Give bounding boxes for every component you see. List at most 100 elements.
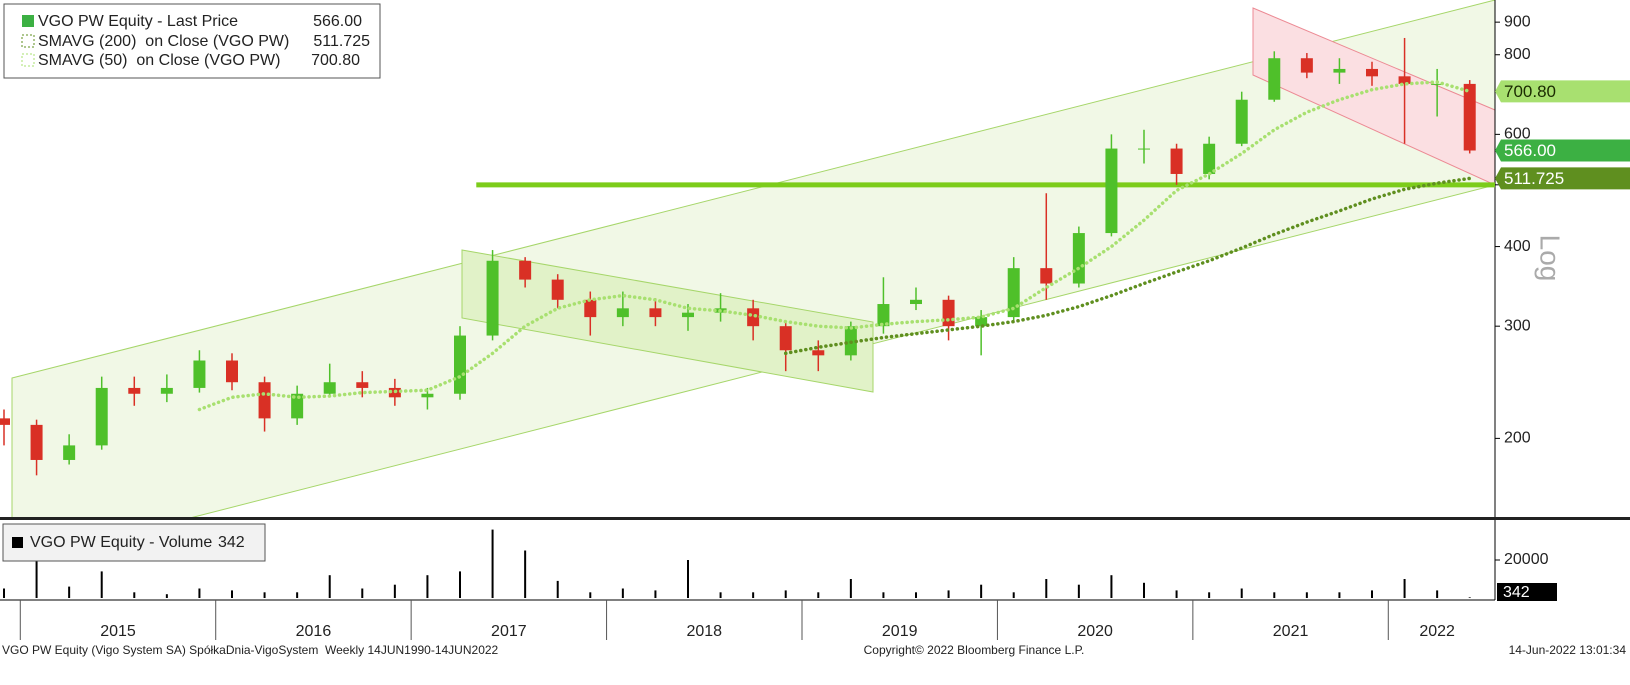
candle-body	[649, 308, 662, 318]
legend-swatch	[21, 34, 35, 48]
value-box-label: 566.00	[1504, 141, 1556, 160]
candle-body	[0, 418, 10, 425]
volume-bar	[719, 592, 722, 598]
legend-swatch	[12, 537, 23, 548]
x-tick-label: 2016	[296, 623, 332, 640]
volume-bar	[1305, 592, 1308, 598]
volume-bar	[1240, 588, 1243, 598]
volume-bar	[654, 590, 657, 598]
volume-bar	[1371, 590, 1373, 598]
legend: VGO PW Equity - Last Price 566.00 SMAVG …	[2, 3, 381, 562]
candle-body	[1203, 143, 1216, 174]
volume-bar	[459, 571, 461, 598]
candle-body	[910, 299, 922, 305]
y-tick-label: 800	[1504, 46, 1531, 63]
candle-body	[30, 424, 43, 460]
candle-body	[1463, 83, 1476, 151]
footer-text: Copyright© 2022 Bloomberg Finance L.P.	[864, 643, 1085, 657]
volume-bar	[1273, 592, 1276, 598]
x-tick-label: 2019	[882, 623, 918, 640]
volume-bar	[1338, 592, 1341, 598]
trend-channel	[461, 249, 874, 393]
candle-body	[160, 387, 173, 394]
panel-divider	[0, 517, 1630, 520]
candle-body	[226, 360, 238, 383]
volume-bar	[947, 590, 950, 598]
legend-label: SMAVG (50) on Close (VGO PW)	[38, 52, 280, 69]
candle-body	[1040, 268, 1053, 284]
volume-bar	[263, 592, 266, 598]
candle-body	[323, 382, 336, 394]
y-tick-label: 20000	[1504, 551, 1549, 568]
legend-box	[3, 3, 381, 79]
volume-bar	[1208, 592, 1211, 598]
volume-bar	[165, 594, 168, 598]
candle-body	[193, 360, 206, 388]
footer-text: 14-Jun-2022 13:01:34	[1509, 643, 1627, 657]
volume-bar	[133, 592, 136, 598]
volume-bar	[68, 586, 71, 598]
volume-bar	[621, 588, 624, 598]
candle-body	[258, 382, 271, 419]
volume-bar	[817, 592, 820, 598]
legend-swatch	[21, 53, 35, 67]
x-tick-label: 2018	[686, 623, 722, 640]
candle-body	[616, 308, 629, 318]
x-tick-label: 2017	[491, 623, 527, 640]
value-box-label: 700.80	[1504, 82, 1556, 101]
x-tick-label: 2022	[1419, 623, 1455, 640]
volume-bar	[882, 592, 885, 598]
candle-body	[356, 382, 369, 388]
candle-body	[1300, 58, 1313, 73]
legend-value: 566.00	[313, 13, 362, 30]
volume-bar	[328, 575, 331, 598]
scale-label: Log	[1535, 235, 1566, 282]
candle-body	[1235, 99, 1248, 144]
candle-body	[551, 279, 564, 300]
value-box	[1495, 139, 1630, 162]
x-tick-label: 2020	[1077, 623, 1113, 640]
volume-bar	[491, 529, 494, 598]
candle-body	[128, 387, 141, 394]
volume-bar	[1403, 579, 1406, 598]
volume-bar	[524, 550, 527, 598]
candle-body	[454, 335, 466, 394]
value-box-label: 511.725	[1504, 169, 1564, 188]
legend-box	[2, 523, 266, 562]
legend-label: VGO PW Equity - Volume	[30, 534, 212, 551]
candle-body	[291, 393, 304, 419]
candle-body	[486, 260, 499, 336]
candle-body	[779, 326, 792, 351]
volume-bar	[393, 584, 396, 598]
candle-body	[1170, 148, 1183, 174]
volume-bar	[915, 592, 917, 598]
volume-bar	[35, 535, 38, 598]
volume-bar	[198, 588, 201, 598]
value-box	[1495, 167, 1630, 190]
candle-body	[519, 260, 532, 280]
volume-bar	[556, 580, 559, 598]
candle-body	[584, 299, 597, 318]
legend-value: 511.725	[313, 33, 370, 50]
moving-average-line	[197, 80, 1472, 412]
candle-body	[421, 393, 434, 398]
volume-bar	[1175, 590, 1178, 598]
volume-bar	[1110, 575, 1113, 598]
candle-body	[975, 317, 988, 327]
y-tick-label: 400	[1504, 238, 1531, 255]
candle-body	[812, 350, 825, 356]
moving-average-line	[783, 176, 1472, 356]
volume-bar	[687, 560, 689, 598]
volume-bar	[100, 571, 103, 598]
value-box	[1497, 583, 1557, 601]
candle-body	[1431, 83, 1444, 85]
volume-bar	[426, 575, 429, 598]
volume-bar	[849, 579, 852, 598]
volume-bar	[1045, 579, 1048, 598]
volume-bar	[296, 592, 299, 598]
y-tick-label: 600	[1504, 126, 1531, 143]
candle-body	[1138, 148, 1150, 150]
y-tick-label: 300	[1504, 317, 1531, 334]
